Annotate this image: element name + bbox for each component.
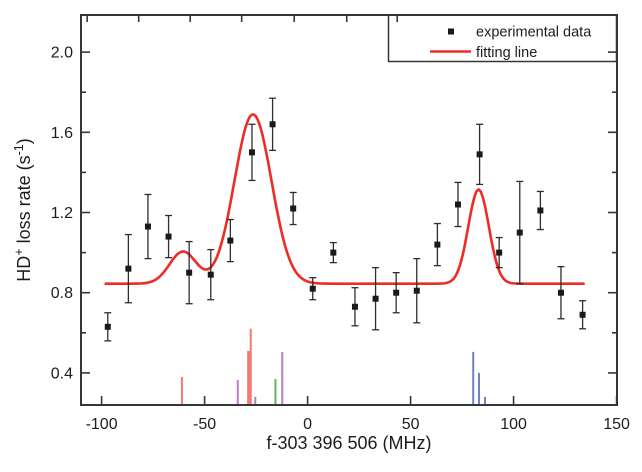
data-marker	[290, 205, 297, 212]
x-tick-label: 100	[500, 416, 527, 433]
data-point	[165, 214, 173, 259]
data-point	[185, 240, 193, 305]
data-point	[536, 190, 544, 231]
data-point	[351, 287, 359, 327]
x-tick-label: -100	[86, 416, 118, 433]
data-point	[392, 272, 400, 314]
data-point	[144, 193, 152, 260]
fitting-line	[104, 113, 585, 285]
y-tick-label: 0.8	[51, 285, 73, 302]
plot-frame	[80, 14, 618, 406]
legend-label-1: fitting line	[476, 45, 537, 61]
data-marker	[186, 269, 193, 276]
data-marker	[393, 289, 400, 296]
data-marker	[413, 287, 420, 294]
data-point	[557, 265, 565, 320]
data-point	[329, 241, 337, 264]
data-point	[433, 222, 441, 267]
y-tick-label: 1.6	[51, 125, 73, 142]
data-marker	[434, 241, 441, 248]
data-marker	[372, 295, 379, 302]
data-marker	[104, 323, 111, 330]
data-point	[104, 312, 112, 342]
data-marker	[516, 229, 523, 236]
x-tick-label: -50	[193, 416, 216, 433]
data-marker	[496, 249, 503, 256]
data-point	[226, 218, 234, 263]
data-point	[269, 97, 277, 151]
experimental-data	[104, 97, 587, 342]
data-point	[248, 123, 256, 182]
data-point	[413, 257, 421, 324]
x-tick-label: 0	[303, 416, 312, 433]
data-point	[495, 236, 503, 269]
legend-label-0: experimental data	[476, 25, 592, 41]
data-marker	[207, 271, 214, 278]
data-marker	[125, 265, 132, 272]
fit-curve	[104, 113, 585, 285]
data-point	[579, 300, 587, 330]
data-marker	[248, 149, 255, 156]
x-tick-label: 150	[603, 416, 630, 433]
y-axis-title: HD+ loss rate (s-1)	[12, 138, 34, 281]
data-marker	[557, 289, 564, 296]
x-tick-label: 50	[402, 416, 420, 433]
data-marker	[309, 285, 316, 292]
y-tick-label: 1.2	[51, 205, 73, 222]
data-marker	[454, 201, 461, 208]
data-point	[309, 277, 317, 301]
data-marker	[269, 121, 276, 128]
data-point	[289, 191, 297, 226]
data-point	[207, 248, 215, 301]
transition-stems	[180, 328, 486, 404]
data-marker	[330, 249, 337, 256]
legend: experimental data fitting line	[387, 14, 618, 63]
y-tick-label: 2.0	[51, 45, 73, 62]
y-tick-label: 0.4	[51, 365, 73, 382]
legend-marker-square	[448, 28, 454, 35]
data-marker	[144, 223, 151, 230]
frame	[80, 14, 618, 406]
data-marker	[476, 151, 483, 158]
data-marker	[165, 233, 172, 240]
data-point	[372, 266, 380, 331]
data-point	[454, 181, 462, 228]
data-marker	[579, 311, 586, 318]
data-marker	[537, 207, 544, 214]
data-point	[476, 123, 484, 186]
axis-titles: f-303 396 506 (MHz) HD+ loss rate (s-1)	[12, 138, 432, 453]
axes-ticks: -100 -50 0 50 100 150 0.4 0.8 1.2 1.6 2.0	[51, 15, 630, 433]
x-axis-title: f-303 396 506 (MHz)	[266, 433, 431, 453]
data-marker	[351, 303, 358, 310]
data-marker	[227, 237, 234, 244]
data-point	[516, 180, 524, 285]
data-point	[124, 233, 132, 304]
